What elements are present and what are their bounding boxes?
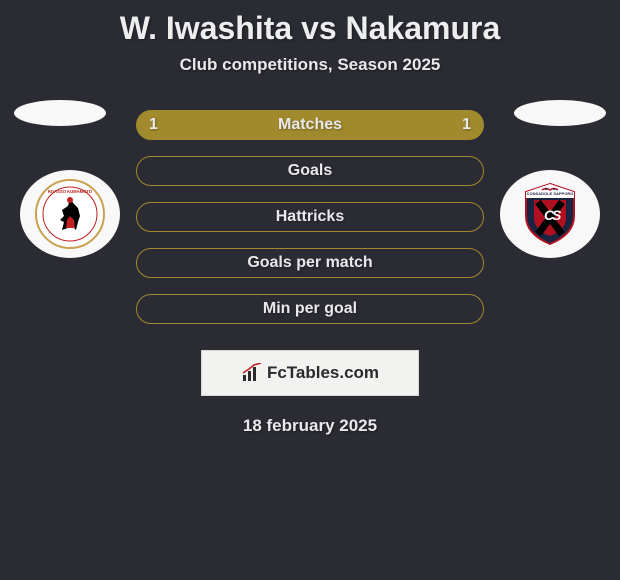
- right-team-badge: CONSADOLE SAPPORO C S: [500, 170, 600, 258]
- stat-label: Matches: [278, 116, 342, 134]
- stat-row-goals: Goals: [136, 156, 484, 186]
- left-player-ellipse: [14, 100, 106, 126]
- stat-label: Goals per match: [247, 254, 372, 272]
- consadole-sapporo-crest-icon: CONSADOLE SAPPORO C S: [514, 178, 586, 250]
- stat-label: Hattricks: [276, 208, 344, 226]
- svg-text:S: S: [552, 207, 562, 223]
- stat-right-value: 1: [462, 116, 471, 134]
- stats-area: ROASSO KUMAMOTO CONSADOLE SAPPORO C S: [0, 110, 620, 436]
- left-team-badge: ROASSO KUMAMOTO: [20, 170, 120, 258]
- stat-left-value: 1: [149, 116, 158, 134]
- stat-rows: 1 Matches 1 Goals Hattricks Goals per ma…: [136, 110, 484, 324]
- page-subtitle: Club competitions, Season 2025: [0, 55, 620, 75]
- page-title: W. Iwashita vs Nakamura: [0, 10, 620, 47]
- stat-row-goals-per-match: Goals per match: [136, 248, 484, 278]
- stat-row-min-per-goal: Min per goal: [136, 294, 484, 324]
- comparison-date: 18 february 2025: [0, 416, 620, 436]
- stat-row-matches: 1 Matches 1: [136, 110, 484, 140]
- stat-label: Goals: [288, 162, 332, 180]
- comparison-widget: W. Iwashita vs Nakamura Club competition…: [0, 0, 620, 436]
- stat-label: Min per goal: [263, 300, 357, 318]
- brand-logo-text: FcTables.com: [267, 363, 379, 383]
- brand-logo-box[interactable]: FcTables.com: [201, 350, 419, 396]
- brand-logo: FcTables.com: [241, 363, 379, 383]
- roasso-kumamoto-crest-icon: ROASSO KUMAMOTO: [34, 178, 106, 250]
- chart-icon: [241, 363, 263, 383]
- svg-text:ROASSO KUMAMOTO: ROASSO KUMAMOTO: [48, 189, 93, 194]
- right-player-ellipse: [514, 100, 606, 126]
- svg-text:CONSADOLE SAPPORO: CONSADOLE SAPPORO: [527, 191, 574, 196]
- stat-row-hattricks: Hattricks: [136, 202, 484, 232]
